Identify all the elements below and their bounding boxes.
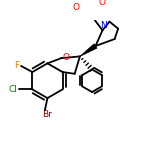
- Text: O: O: [99, 0, 106, 7]
- Text: Br: Br: [43, 110, 52, 119]
- Text: O: O: [73, 3, 80, 12]
- Text: Cl: Cl: [9, 85, 18, 94]
- Text: N: N: [100, 21, 107, 31]
- Text: O: O: [62, 53, 69, 62]
- Text: F: F: [14, 61, 19, 70]
- Polygon shape: [80, 44, 97, 56]
